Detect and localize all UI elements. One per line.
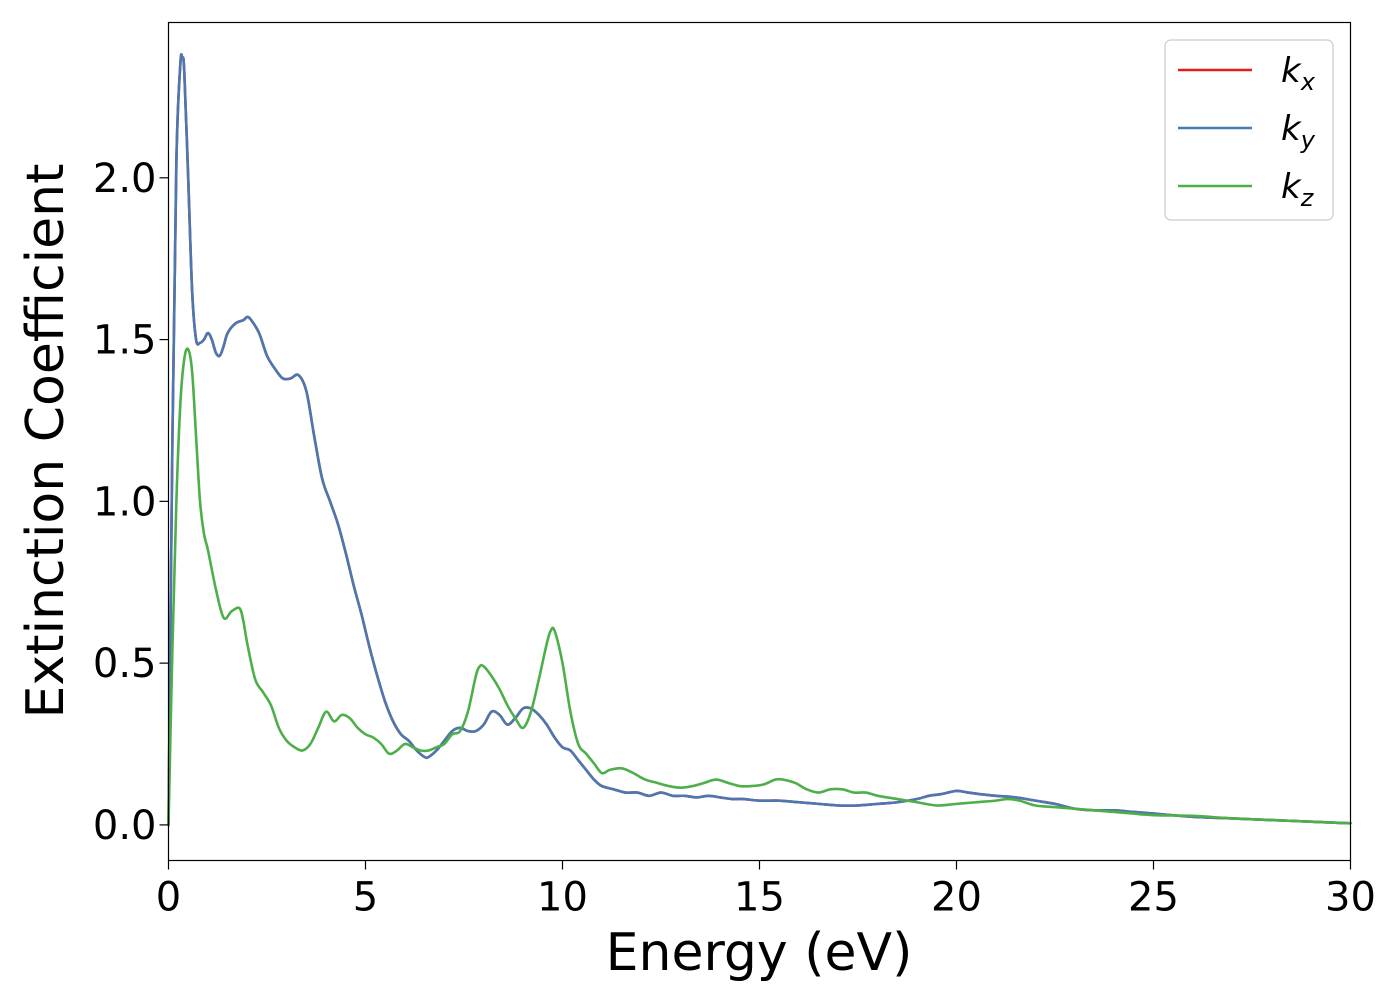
y-tick-label: 2.0	[93, 156, 157, 202]
legend-subscript-x: x	[1300, 68, 1316, 96]
series-layer	[167, 53, 1352, 827]
legend-label-y: ky	[1281, 109, 1316, 154]
y-tick-label: 0.5	[93, 641, 157, 687]
x-tick-label: 10	[537, 875, 588, 921]
series-line-y	[167, 53, 1352, 827]
series-line-z	[167, 347, 1352, 827]
legend-subscript-z: z	[1300, 184, 1315, 212]
x-ticks: 0 5 10 15 20 25 30	[156, 860, 1376, 921]
x-tick-label: 25	[1128, 875, 1179, 921]
x-tick-label: 15	[734, 875, 785, 921]
y-tick-label: 1.5	[93, 318, 157, 364]
legend-subscript-y: y	[1300, 126, 1316, 154]
x-tick-label: 5	[353, 875, 378, 921]
x-tick-label: 0	[156, 875, 181, 921]
x-tick-label: 20	[931, 875, 982, 921]
y-tick-label: 0.0	[93, 803, 157, 849]
legend-label-x: kx	[1281, 51, 1316, 96]
y-ticks: 0.0 0.5 1.0 1.5 2.0	[93, 156, 169, 849]
y-tick-label: 1.0	[93, 479, 157, 525]
x-tick-label: 30	[1325, 875, 1376, 921]
x-axis-title: Energy (eV)	[606, 923, 913, 983]
legend-box	[1164, 39, 1334, 221]
y-axis-title: Extinction Coefficient	[16, 164, 76, 719]
